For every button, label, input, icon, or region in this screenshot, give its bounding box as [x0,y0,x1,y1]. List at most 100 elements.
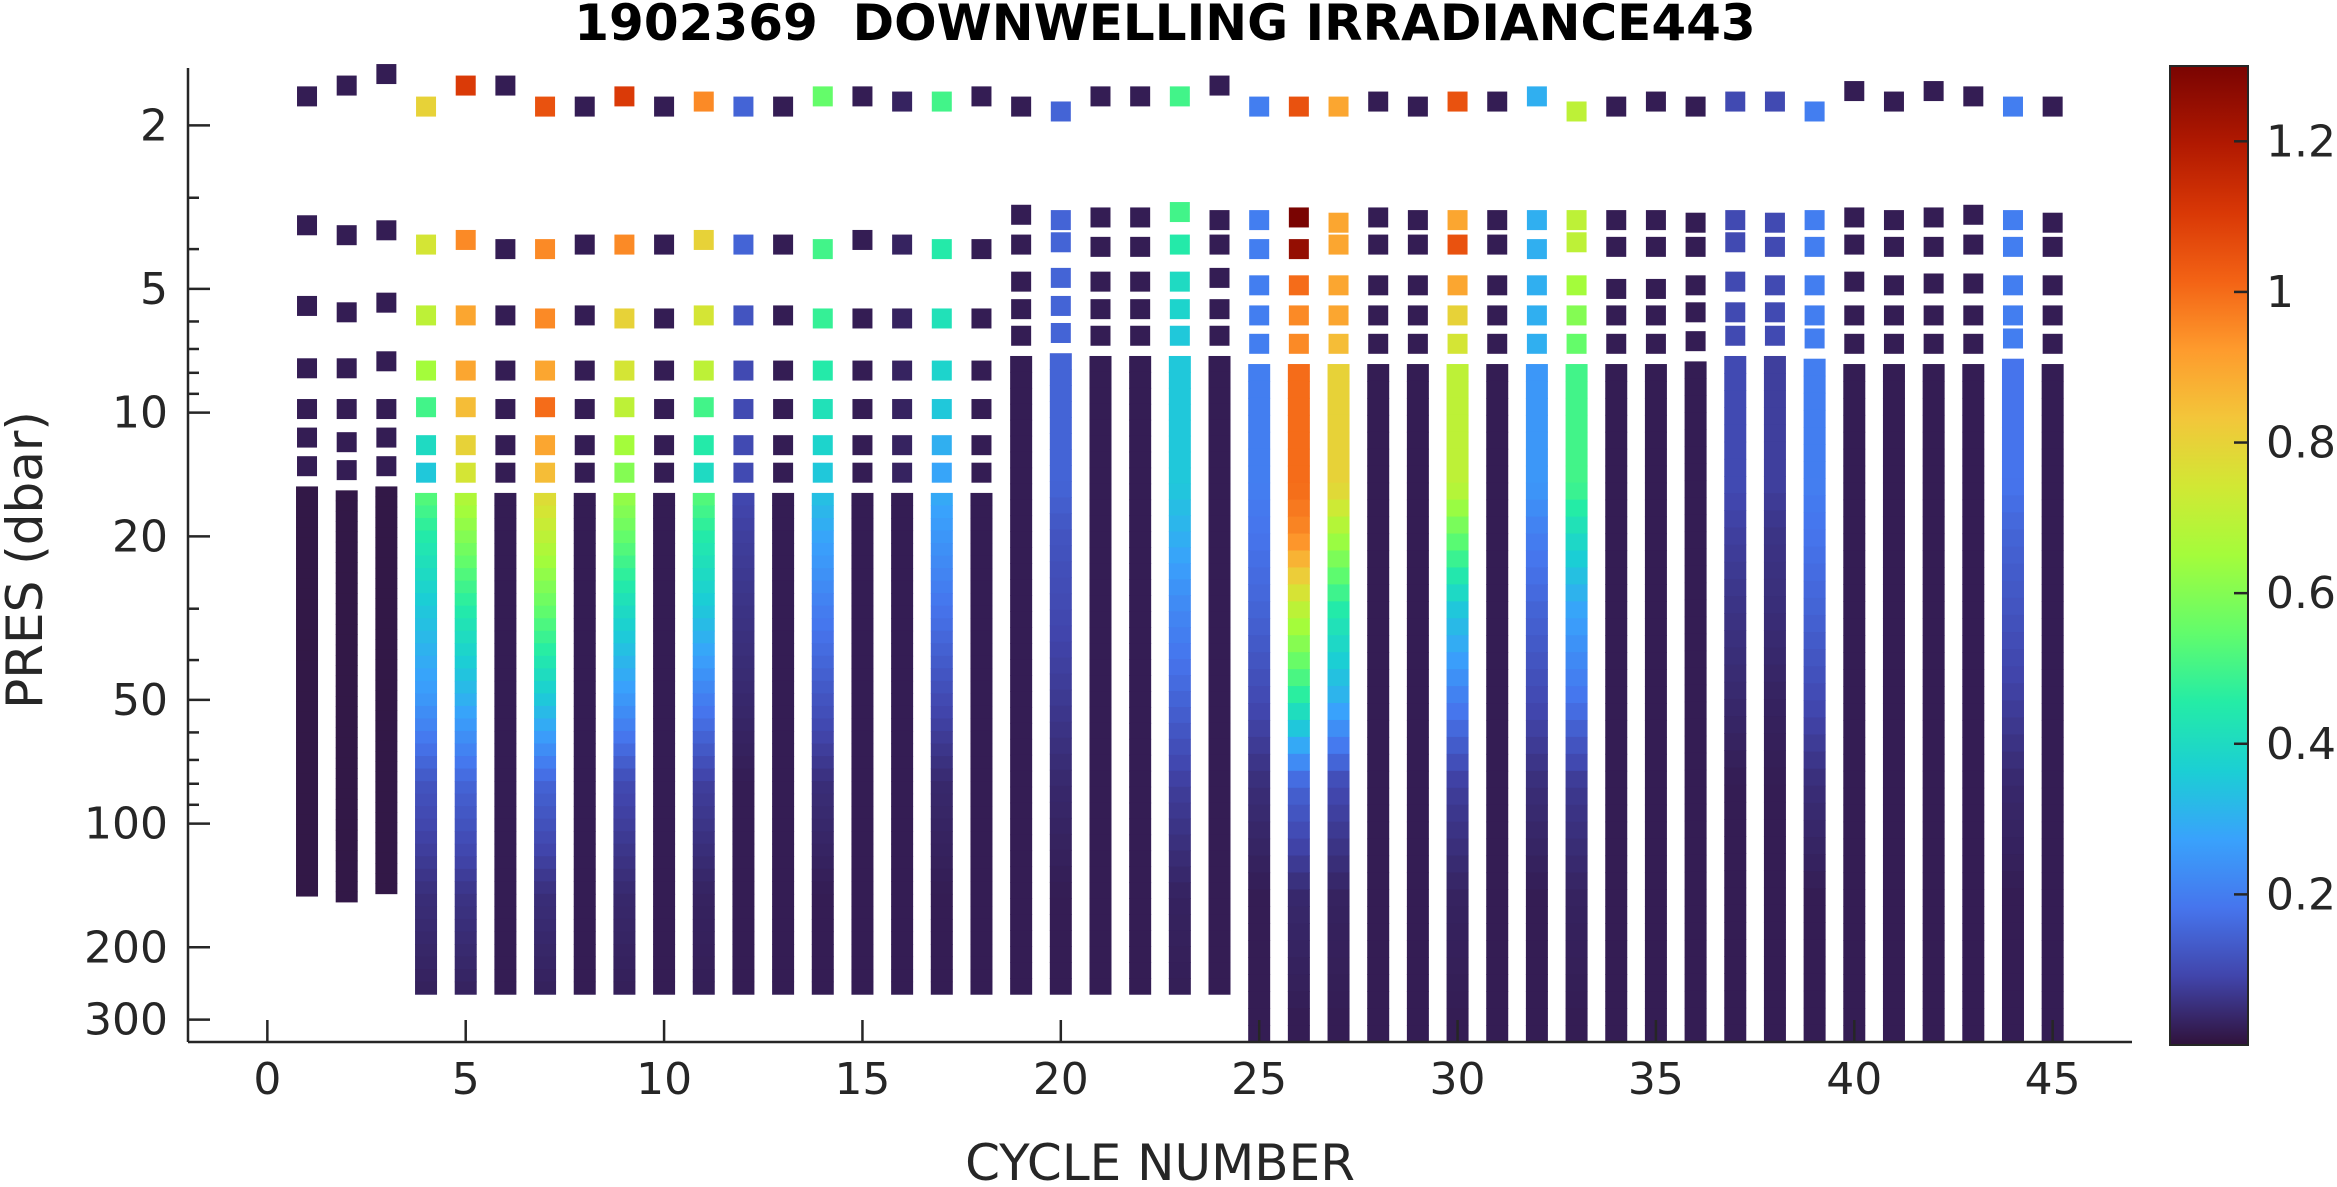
data-point [1208,387,1231,405]
data-point [692,818,715,832]
data-point [2001,1024,2024,1043]
data-point [931,91,952,112]
data-point [455,462,476,483]
data-point [1882,635,1905,653]
data-point [1565,618,1588,636]
data-point [1525,516,1548,535]
data-point [494,517,517,532]
data-point [1803,375,1826,394]
data-point [1446,736,1469,755]
data-point [1763,613,1786,631]
data-point [1208,435,1231,453]
data-point [1605,584,1628,602]
data-point [970,831,993,845]
data-point [1327,770,1350,789]
data-point [1327,550,1350,569]
data-point [1168,770,1191,788]
data-point [1367,499,1390,518]
data-point [1089,818,1112,836]
profile-column-1 [296,86,319,897]
data-point [2041,787,2064,806]
data-point [891,543,914,557]
data-point [1287,838,1310,857]
data-point [1168,786,1191,804]
data-point [1287,567,1310,585]
data-point [1843,1008,1866,1026]
data-point [613,630,636,644]
data-point [1327,719,1350,738]
data-point [613,931,636,945]
data-point [2042,96,2063,117]
data-point [732,618,755,632]
data-point [1962,719,1985,738]
data-point [534,969,557,983]
data-point [930,806,953,820]
data-point [1208,946,1231,963]
data-point [1010,786,1033,804]
data-point [1010,419,1033,437]
data-point [653,530,676,544]
data-point [494,969,517,983]
data-point [2001,358,2024,377]
data-point [494,505,517,519]
data-point [653,918,676,933]
data-point [534,630,557,644]
data-point [335,490,358,502]
data-point [1169,271,1190,292]
data-point [1010,914,1033,931]
data-point [970,705,993,720]
data-point [1605,855,1628,874]
data-point [772,543,795,557]
data-point [811,492,834,507]
data-point [1208,978,1231,995]
data-point [1882,533,1905,552]
profile-column-11 [692,91,715,995]
data-point [1803,939,1826,958]
data-point [1011,299,1032,320]
data-point [1486,533,1509,552]
data-point [1010,515,1033,533]
data-point [534,718,557,732]
data-point [1962,940,1985,958]
data-point [1089,579,1112,596]
data-point [1644,889,1667,908]
data-point [891,530,914,544]
data-point [1486,736,1509,755]
data-point [1090,207,1111,228]
data-point [1327,364,1350,382]
data-point [1922,652,1945,670]
data-point [1962,533,1985,552]
data-point [1049,673,1072,691]
data-point [2001,546,2024,565]
data-point [970,969,993,983]
data-point [1882,703,1905,721]
data-point [2002,305,2023,326]
data-point [534,781,557,795]
data-point [375,842,398,854]
data-point [573,743,596,757]
data-point [1010,898,1033,915]
data-point [454,705,477,720]
data-point [1010,866,1033,884]
data-point [891,756,914,770]
data-point [1168,483,1191,501]
data-point [1367,567,1390,585]
data-point [1763,973,1786,992]
data-point [1446,601,1469,619]
data-point [732,956,755,970]
data-point [1049,433,1072,450]
data-point [692,730,715,745]
data-point [1803,649,1826,667]
data-point [495,399,516,420]
data-point [296,639,319,651]
data-point [573,555,596,569]
data-point [375,659,398,671]
data-point [1684,599,1707,618]
data-point [1089,499,1112,517]
profile-column-39 [1803,101,1826,1043]
data-point [1882,872,1905,891]
data-point [1248,940,1271,958]
data-point [1208,770,1231,788]
data-point [692,568,715,582]
data-point [1962,991,1985,1009]
